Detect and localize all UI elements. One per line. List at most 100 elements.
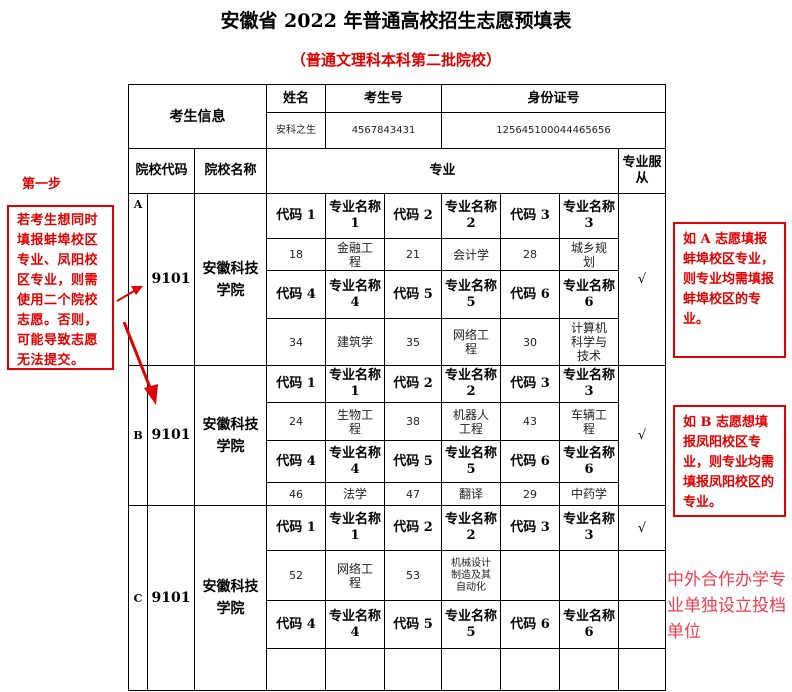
school-code[interactable]: 9101 bbox=[147, 505, 195, 691]
major-name-label: 专业名称 1 bbox=[325, 505, 385, 551]
major-name-label: 专业名称 3 bbox=[559, 193, 620, 239]
page-subtitle: （普通文理科本科第二批院校） bbox=[290, 51, 501, 69]
obey-check[interactable]: √ bbox=[618, 505, 667, 551]
major-name-label: 专业名称 3 bbox=[559, 365, 620, 403]
major-code-cell[interactable]: 30 bbox=[500, 318, 561, 366]
major-code-cell[interactable]: 47 bbox=[383, 482, 443, 506]
major-name-label: 专业名称 2 bbox=[441, 193, 502, 239]
student-info-label: 考生信息 bbox=[128, 84, 267, 149]
code-label: 代码 3 bbox=[500, 505, 561, 551]
major-code-cell[interactable]: 52 bbox=[266, 550, 326, 601]
note-c: 中外合作办学专业单独设立投档单位 bbox=[667, 570, 786, 642]
major-name-cell[interactable]: 建筑学 bbox=[325, 318, 385, 366]
block-c-row: 代码 4 专业名称 4 代码 5 专业名称 5 代码 6 专业名称 6 bbox=[129, 600, 667, 649]
obey-check[interactable]: √ bbox=[618, 365, 667, 506]
code-label: 代码 5 bbox=[383, 600, 443, 649]
code-label: 代码 6 bbox=[500, 270, 561, 319]
code-label: 代码 2 bbox=[383, 365, 443, 403]
major-name-label: 专业名称 2 bbox=[441, 505, 502, 551]
obey-check[interactable]: √ bbox=[618, 193, 667, 366]
major-code-cell[interactable]: 53 bbox=[383, 550, 443, 601]
code-label: 代码 6 bbox=[500, 600, 561, 649]
code-label: 代码 1 bbox=[266, 505, 326, 551]
school-code[interactable]: 9101 bbox=[147, 193, 195, 366]
major-name-cell[interactable]: 网络工程 bbox=[441, 318, 502, 366]
code-label: 代码 4 bbox=[266, 440, 326, 483]
school-code[interactable]: 9101 bbox=[147, 365, 195, 506]
student-name[interactable]: 安科之生 bbox=[266, 112, 326, 149]
major-code-cell[interactable]: 35 bbox=[383, 318, 443, 366]
left-note: 若考生想同时填报蚌埠校区专业、凤阳校区专业，则需使用二个院校志愿。否则，可能导致… bbox=[7, 205, 114, 370]
school-name[interactable]: 安徽科技学院 bbox=[194, 193, 267, 366]
major-name-cell[interactable]: 网络工程 bbox=[325, 550, 385, 601]
major-name-cell[interactable]: 金融工程 bbox=[325, 238, 385, 271]
major-name-cell[interactable]: 机械设计制造及其自动化 bbox=[441, 550, 502, 601]
school-name[interactable]: 安徽科技学院 bbox=[194, 505, 267, 691]
major-name-cell[interactable] bbox=[325, 648, 385, 691]
obey-cell[interactable] bbox=[618, 550, 667, 601]
major-name-cell[interactable]: 中药学 bbox=[559, 482, 620, 506]
major-name-cell[interactable]: 生物工程 bbox=[325, 402, 385, 441]
exam-no-header: 考生号 bbox=[324, 84, 443, 113]
major-name-label: 专业名称 6 bbox=[559, 270, 620, 319]
code-label: 代码 2 bbox=[383, 193, 443, 239]
id-number[interactable]: 125645100044465656 bbox=[441, 112, 667, 149]
choice-letter: A bbox=[128, 193, 148, 366]
code-label: 代码 4 bbox=[266, 600, 326, 649]
code-label: 代码 1 bbox=[266, 365, 326, 403]
major-code-cell[interactable]: 43 bbox=[500, 402, 561, 441]
major-name-label: 专业名称 5 bbox=[441, 270, 502, 319]
obey-header: 专业服从 bbox=[618, 148, 667, 194]
block-c-row: C 9101 安徽科技学院 代码 1 专业名称 1 代码 2 专业名称 2 代码 3 专业名称 … bbox=[128, 505, 667, 691]
major-code-cell[interactable]: 46 bbox=[266, 482, 326, 506]
page-title: 安徽省 2022 年普通高校招生志愿预填表 bbox=[220, 10, 572, 32]
major-name-cell[interactable]: 城乡规划 bbox=[559, 238, 620, 271]
major-code-cell[interactable]: 21 bbox=[383, 238, 443, 271]
major-name-cell[interactable]: 车辆工程 bbox=[559, 402, 620, 441]
major-name-label: 专业名称 2 bbox=[441, 365, 502, 403]
code-label: 代码 3 bbox=[500, 193, 561, 239]
major-name-cell[interactable] bbox=[441, 648, 502, 691]
obey-cell[interactable] bbox=[618, 648, 667, 691]
major-name-label: 专业名称 1 bbox=[325, 365, 385, 403]
code-label: 代码 1 bbox=[266, 193, 326, 239]
exam-no[interactable]: 4567843431 bbox=[324, 112, 443, 149]
major-name-label: 专业名称 1 bbox=[325, 193, 385, 239]
major-name-label: 专业名称 6 bbox=[559, 600, 620, 649]
major-name-cell[interactable] bbox=[559, 648, 620, 691]
block-a-row: A 9101 安徽科技学院 代码 1 专业名称 1 代码 2 专业名称 2 代码 3 专业名称 … bbox=[128, 193, 667, 366]
major-code-cell[interactable]: 29 bbox=[500, 482, 561, 506]
name-header: 姓名 bbox=[266, 84, 326, 113]
obey-cell[interactable] bbox=[618, 600, 667, 649]
school-name[interactable]: 安徽科技学院 bbox=[194, 365, 267, 506]
major-name-label: 专业名称 6 bbox=[559, 440, 620, 483]
major-code-cell[interactable] bbox=[266, 648, 326, 691]
block-b-row: 46 法学 47 翻译 29 中药学 bbox=[129, 482, 666, 506]
code-label: 代码 4 bbox=[266, 270, 326, 319]
major-code-cell[interactable]: 38 bbox=[383, 402, 443, 441]
major-name-cell[interactable]: 翻译 bbox=[441, 482, 502, 506]
major-name-cell[interactable]: 会计学 bbox=[441, 238, 502, 271]
major-code-cell[interactable]: 34 bbox=[266, 318, 326, 366]
major-name-label: 专业名称 5 bbox=[441, 600, 502, 649]
major-code-cell[interactable]: 24 bbox=[266, 402, 326, 441]
major-name-label: 专业名称 3 bbox=[559, 505, 620, 551]
major-name-cell[interactable]: 计算机科学与技术 bbox=[559, 318, 620, 366]
code-label: 代码 3 bbox=[500, 365, 561, 403]
major-code-cell[interactable]: 18 bbox=[266, 238, 326, 271]
major-name-cell[interactable]: 法学 bbox=[325, 482, 385, 506]
major-name-cell[interactable] bbox=[559, 550, 620, 601]
major-code-cell[interactable]: 28 bbox=[500, 238, 561, 271]
major-code-cell[interactable] bbox=[383, 648, 443, 691]
major-name-label: 专业名称 4 bbox=[325, 600, 385, 649]
block-c-row bbox=[129, 648, 667, 691]
major-code-cell[interactable] bbox=[500, 550, 561, 601]
major-name-cell[interactable]: 机器人工程 bbox=[441, 402, 502, 441]
major-code-cell[interactable] bbox=[500, 648, 561, 691]
choice-letter: C bbox=[128, 505, 148, 691]
code-label: 代码 5 bbox=[383, 440, 443, 483]
major-header: 专业 bbox=[265, 148, 620, 194]
step-label: 第一步 bbox=[22, 177, 62, 192]
application-table: 考生信息 姓名 考生号 身份证号 安科之生 4567843431 1256451… bbox=[128, 84, 667, 691]
